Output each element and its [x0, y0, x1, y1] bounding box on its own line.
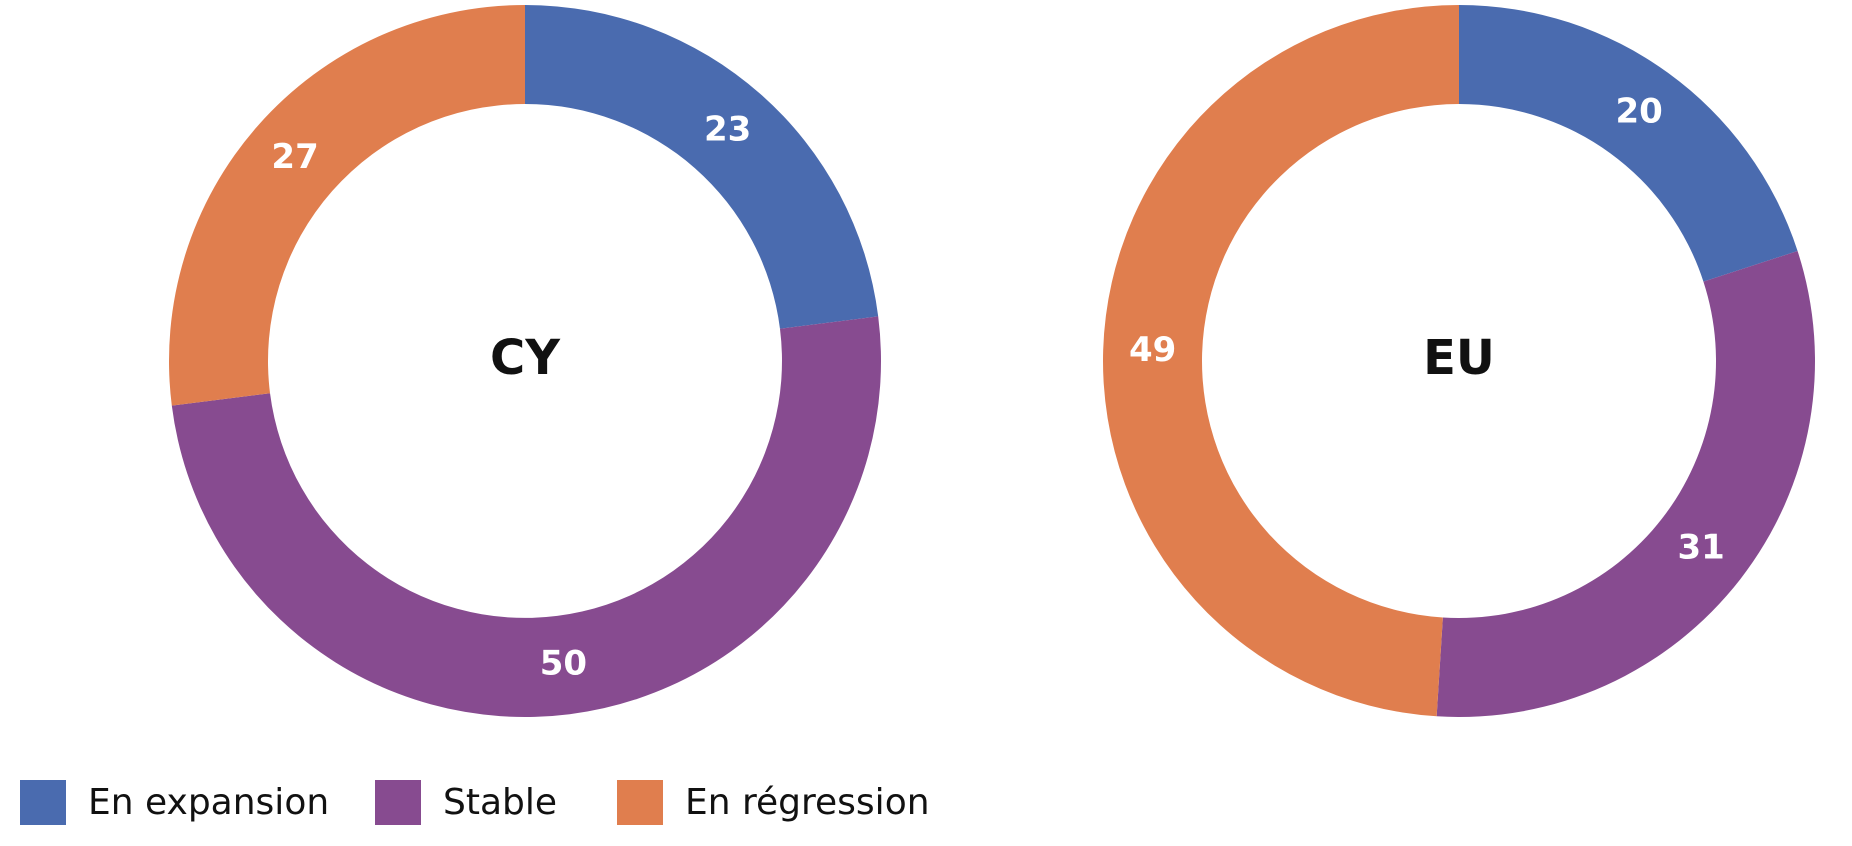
donut-segment [168, 5, 525, 406]
donut-title: CY [490, 330, 561, 386]
legend-label: En régression [685, 782, 930, 823]
donut-segment [1436, 250, 1816, 718]
legend-swatch [20, 780, 66, 825]
value-label: 23 [704, 110, 751, 150]
legend-label: En expansion [88, 782, 329, 823]
legend-swatch [617, 780, 663, 825]
value-label: 31 [1678, 527, 1725, 567]
legend-label: Stable [443, 782, 557, 823]
donut-segment [1103, 5, 1459, 717]
legend-swatch [375, 780, 421, 825]
donut-segment [171, 316, 882, 718]
value-label: 49 [1129, 330, 1176, 370]
value-label: 50 [540, 644, 587, 684]
donut-title: EU [1423, 330, 1495, 386]
value-label: 27 [271, 137, 318, 177]
donut-segment [525, 5, 879, 329]
value-label: 20 [1615, 92, 1662, 132]
donut-segment [1459, 5, 1798, 282]
